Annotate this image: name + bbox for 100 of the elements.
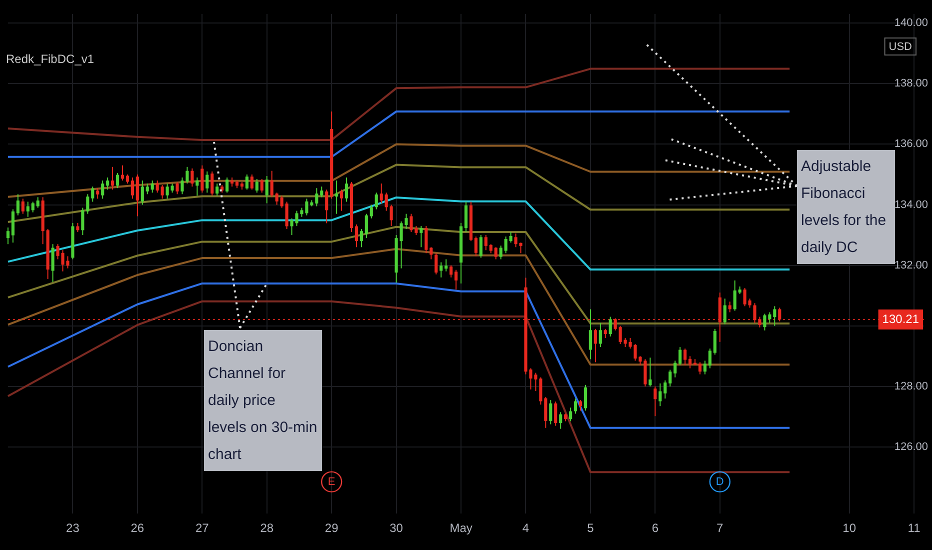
candlestick (424, 225, 428, 254)
candlestick (11, 208, 15, 244)
candlestick (275, 192, 278, 206)
candlestick (390, 204, 393, 226)
candlestick (16, 194, 20, 216)
candlestick (31, 201, 34, 213)
candlestick (648, 357, 652, 387)
candlestick (200, 164, 204, 194)
x-tick-label: 11 (908, 521, 921, 536)
candlestick (708, 348, 712, 369)
x-tick-label: 28 (260, 521, 274, 536)
candlestick (763, 313, 766, 331)
candlestick (664, 380, 667, 400)
candlestick (335, 180, 338, 214)
candlestick (594, 328, 597, 363)
candlestick (255, 178, 258, 194)
candlestick (130, 177, 134, 200)
candlestick (101, 180, 104, 200)
candlestick (265, 175, 268, 204)
candlestick (430, 246, 433, 260)
candlestick (380, 183, 383, 204)
candlestick (86, 194, 90, 214)
candlestick (176, 182, 179, 195)
candlestick (91, 186, 94, 202)
candlestick (773, 306, 776, 326)
candlestick (569, 407, 572, 422)
annotation: E (328, 476, 336, 488)
candlestick (156, 180, 159, 194)
candlestick (126, 174, 130, 184)
candlestick (106, 177, 110, 190)
y-tick-label: 132.00 (894, 259, 928, 272)
candlestick (384, 192, 388, 212)
candlestick (270, 170, 274, 198)
x-tick-label: 10 (842, 521, 856, 536)
candlestick (344, 177, 348, 202)
candlestick (698, 362, 702, 375)
candlestick (440, 262, 443, 278)
candlestick (146, 183, 149, 195)
candlestick (703, 360, 706, 375)
x-tick-label: 4 (522, 521, 530, 536)
candlestick (26, 201, 30, 218)
candlestick (96, 188, 100, 200)
candlestick (370, 204, 373, 219)
candlestick (574, 398, 578, 414)
candlestick (116, 172, 120, 189)
candlestick (713, 328, 716, 356)
candlestick (454, 269, 458, 290)
x-tick-label: 26 (130, 521, 144, 536)
candlestick (245, 174, 248, 190)
candlestick (688, 356, 692, 369)
candlestick (160, 184, 164, 200)
candlestick (136, 174, 139, 217)
y-tick-label: 126.00 (894, 441, 928, 454)
candlestick (544, 396, 548, 428)
x-tick-label: 5 (587, 521, 594, 536)
candlestick (668, 369, 672, 387)
candlestick (464, 201, 468, 233)
candlestick (216, 183, 219, 196)
candlestick (484, 234, 488, 251)
candlestick (51, 244, 54, 282)
annotation: Adjustable Fibonacci levels for the daily DC (797, 150, 895, 264)
candlestick (320, 186, 324, 198)
candlestick (374, 192, 378, 210)
candlestick (674, 360, 677, 378)
candlestick (230, 177, 234, 188)
candlestick (364, 213, 368, 239)
y-tick-label: 136.00 (894, 138, 928, 150)
candlestick (604, 328, 607, 338)
annotation: Doncian Channel for daily price levels on 30-min chart (204, 330, 322, 471)
candlestick (474, 236, 478, 257)
candlestick (21, 198, 24, 214)
candlestick (150, 180, 154, 194)
candlestick (354, 224, 358, 248)
x-tick-label: May (450, 521, 472, 536)
x-tick-label: 30 (390, 521, 404, 536)
y-tick-label: 128.00 (894, 380, 928, 392)
candlestick (509, 232, 512, 244)
candlestick (444, 258, 448, 272)
y-tick-label: 138.00 (894, 78, 928, 90)
candlestick (554, 401, 558, 426)
candlestick (584, 384, 588, 412)
candlestick (723, 298, 726, 325)
candlestick (226, 177, 229, 194)
candlestick (588, 308, 592, 360)
candlestick (678, 346, 682, 366)
candlestick (6, 226, 10, 245)
candlestick (340, 189, 344, 212)
candlestick (559, 412, 562, 430)
candlestick (494, 246, 498, 260)
candlestick (578, 400, 582, 412)
candlestick (325, 189, 328, 224)
candlestick (549, 400, 552, 425)
candlestick (210, 170, 214, 196)
candlestick (618, 325, 622, 345)
candlestick (81, 207, 84, 236)
candlestick (684, 348, 687, 366)
candlestick (360, 228, 363, 248)
y-tick-label: 140.00 (894, 17, 928, 30)
candlestick (260, 178, 264, 194)
y-axis-title: USD (888, 41, 912, 54)
